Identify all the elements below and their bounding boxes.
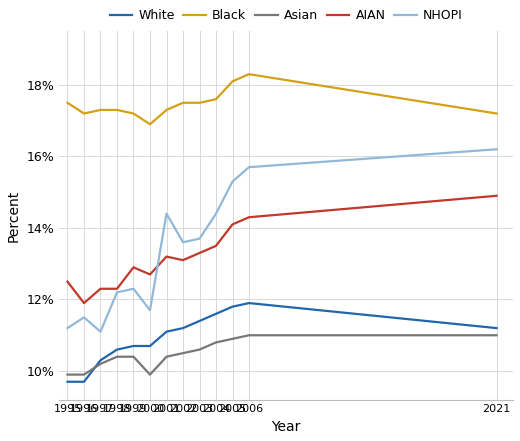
Black [229,78,236,84]
Asian [213,340,219,345]
NHOPI [180,239,186,245]
AIAN [213,243,219,248]
Asian [180,351,186,356]
White [147,344,153,349]
Asian [197,347,203,352]
NHOPI [114,290,120,295]
NHOPI [197,236,203,241]
NHOPI [229,179,236,184]
White [131,344,137,349]
NHOPI [163,211,170,216]
NHOPI [97,329,103,334]
AIAN [64,279,71,284]
White [163,329,170,334]
Black [81,111,87,116]
Line: NHOPI: NHOPI [68,149,497,332]
AIAN [97,286,103,292]
Line: AIAN: AIAN [68,196,497,303]
NHOPI [147,307,153,313]
Black [197,100,203,105]
AIAN [114,286,120,292]
AIAN [493,193,500,198]
Black [97,107,103,112]
Asian [147,372,153,377]
Asian [81,372,87,377]
White [97,358,103,363]
Black [246,71,252,77]
Black [131,111,137,116]
White [197,318,203,324]
AIAN [147,272,153,277]
Black [493,111,500,116]
Black [213,97,219,102]
Black [114,107,120,112]
Asian [131,354,137,359]
NHOPI [213,211,219,216]
AIAN [246,215,252,220]
NHOPI [81,315,87,320]
AIAN [180,258,186,263]
White [180,325,186,331]
White [493,325,500,331]
AIAN [81,300,87,306]
NHOPI [131,286,137,292]
Asian [163,354,170,359]
White [81,379,87,385]
Black [147,122,153,127]
Black [163,107,170,112]
X-axis label: Year: Year [271,420,301,434]
AIAN [197,250,203,256]
Asian [64,372,71,377]
Asian [114,354,120,359]
NHOPI [64,325,71,331]
Y-axis label: Percent: Percent [7,189,21,242]
Line: White: White [68,303,497,382]
Asian [97,361,103,366]
White [246,300,252,306]
Asian [246,333,252,338]
AIAN [163,254,170,259]
Asian [229,336,236,341]
White [64,379,71,385]
White [213,311,219,317]
NHOPI [493,147,500,152]
Black [64,100,71,105]
AIAN [131,265,137,270]
Line: Black: Black [68,74,497,124]
Black [180,100,186,105]
White [229,304,236,309]
AIAN [229,222,236,227]
NHOPI [246,164,252,170]
White [114,347,120,352]
Asian [493,333,500,338]
Line: Asian: Asian [68,335,497,374]
Legend: White, Black, Asian, AIAN, NHOPI: White, Black, Asian, AIAN, NHOPI [105,4,467,27]
